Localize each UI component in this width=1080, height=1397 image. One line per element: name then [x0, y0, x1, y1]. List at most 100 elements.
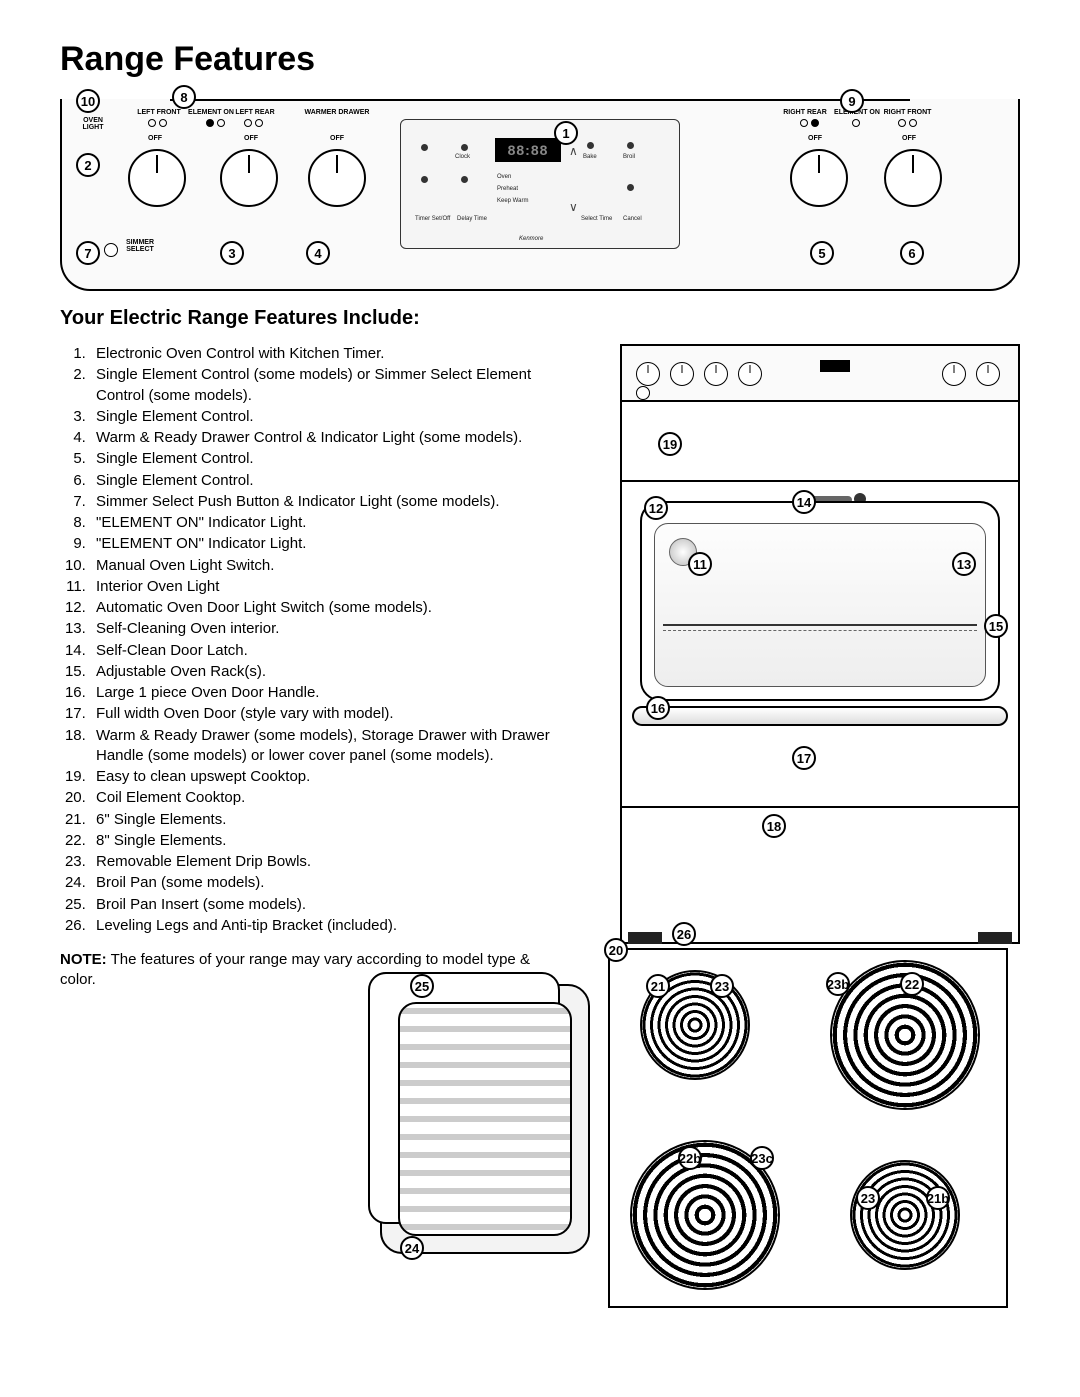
simmer-button: [104, 243, 118, 257]
callout-23c: 23c: [750, 1146, 774, 1170]
feature-item: Self-Clean Door Latch.: [90, 641, 560, 661]
btn-oven: Oven: [497, 174, 511, 180]
callout-6: 6: [900, 241, 924, 265]
feature-item: Broil Pan Insert (some models).: [90, 895, 560, 915]
feature-item: Removable Element Drip Bowls.: [90, 852, 560, 872]
callout-3: 3: [220, 241, 244, 265]
page: Range Features 8 10 9 1 2 7 3 4 5 6 LEFT…: [0, 0, 1080, 1077]
feature-item: Single Element Control.: [90, 407, 560, 427]
indicator-rf: [898, 119, 917, 127]
dot-5: [587, 142, 594, 149]
btn-timer: Timer Set/Off: [415, 216, 450, 222]
callout-17: 17: [792, 746, 816, 770]
callout-22a: 22: [900, 972, 924, 996]
callout-12: 12: [644, 496, 668, 520]
dot-7: [627, 184, 634, 191]
subtitle: Your Electric Range Features Include:: [60, 307, 1020, 330]
callout-1: 1: [554, 121, 578, 145]
label-left-rear: LEFT REAR: [230, 109, 280, 116]
center-display: 88:88 Clock Timer Set/Off Delay Time Bak…: [400, 119, 680, 249]
feature-item: Adjustable Oven Rack(s).: [90, 662, 560, 682]
feature-item: Large 1 piece Oven Door Handle.: [90, 683, 560, 703]
mini-panel: [622, 346, 1018, 402]
door-lower: [622, 730, 1018, 806]
label-right-front: RIGHT FRONT: [880, 109, 935, 116]
mini-knob: [976, 362, 1000, 386]
callout-21b: 21b: [926, 1186, 950, 1210]
callout-5: 5: [810, 241, 834, 265]
feature-item: "ELEMENT ON" Indicator Light.: [90, 534, 560, 554]
oven-glass: [654, 523, 986, 687]
callout-8: 8: [172, 85, 196, 109]
callout-9: 9: [840, 89, 864, 113]
right-diagrams: 19 12 14 11 13 15 16 17 18 26 20 21 23: [590, 344, 1020, 944]
feature-item: Broil Pan (some models).: [90, 873, 560, 893]
label-element-on-l: ELEMENT ON: [186, 109, 236, 116]
oven-rack: [663, 624, 977, 626]
feature-item: Simmer Select Push Button & Indicator Li…: [90, 492, 560, 512]
btn-clock: Clock: [455, 154, 470, 160]
callout-25: 25: [410, 974, 434, 998]
callout-7: 7: [76, 241, 100, 265]
dot-4: [461, 176, 468, 183]
page-title: Range Features: [60, 40, 1020, 79]
door-handle: [632, 706, 1008, 726]
dot-3: [421, 176, 428, 183]
callout-23a: 23: [710, 974, 734, 998]
callout-22b: 22b: [678, 1146, 702, 1170]
knob-left-front: [128, 149, 186, 207]
callout-15: 15: [984, 614, 1008, 638]
label-off-3: OFF: [330, 135, 344, 142]
btn-preheat: Preheat: [497, 186, 518, 192]
feature-item: Single Element Control (some models) or …: [90, 365, 560, 406]
callout-4: 4: [306, 241, 330, 265]
label-left-front: LEFT FRONT: [134, 109, 184, 116]
feature-item: Automatic Oven Door Light Switch (some m…: [90, 598, 560, 618]
knob-right-rear: [790, 149, 848, 207]
btn-bake: Bake: [583, 154, 597, 160]
indicator-lf: [148, 119, 167, 127]
mini-knob: [636, 362, 660, 386]
callout-11: 11: [688, 552, 712, 576]
label-off-2: OFF: [244, 135, 258, 142]
feature-item: Self-Cleaning Oven interior.: [90, 619, 560, 639]
arrow-up-icon: ∧: [569, 144, 583, 158]
feature-item: Single Element Control.: [90, 449, 560, 469]
label-oven-light: OVEN LIGHT: [78, 117, 108, 131]
btn-select: Select Time: [581, 216, 612, 222]
btn-delay: Delay Time: [457, 216, 487, 222]
callout-26: 26: [672, 922, 696, 946]
feature-item: "ELEMENT ON" Indicator Light.: [90, 513, 560, 533]
knob-right-front: [884, 149, 942, 207]
coil-br: [850, 1160, 960, 1270]
feature-list: Electronic Oven Control with Kitchen Tim…: [60, 344, 560, 1006]
callout-14: 14: [792, 490, 816, 514]
mini-simmer: [636, 386, 650, 400]
mini-knob: [942, 362, 966, 386]
feature-item: 6" Single Elements.: [90, 810, 560, 830]
label-off-1: OFF: [148, 135, 162, 142]
dot-2: [461, 144, 468, 151]
mini-knob: [670, 362, 694, 386]
panel-top-line: [170, 99, 910, 101]
range-body-diagram: 19 12 14 11 13 15 16 17 18 26: [620, 344, 1020, 944]
dot-6: [627, 142, 634, 149]
feature-item: Single Element Control.: [90, 471, 560, 491]
feature-item: Leveling Legs and Anti-tip Bracket (incl…: [90, 916, 560, 936]
callout-23b: 23b: [826, 972, 850, 996]
feature-item: Electronic Oven Control with Kitchen Tim…: [90, 344, 560, 364]
callout-16: 16: [646, 696, 670, 720]
indicator-lr: [244, 119, 263, 127]
oven-window: [640, 501, 1000, 701]
feature-item: Easy to clean upswept Cooktop.: [90, 767, 560, 787]
lcd-display: 88:88: [495, 138, 561, 162]
oven-rack-detail: [663, 630, 977, 631]
callout-24: 24: [400, 1236, 424, 1260]
leg-right: [978, 932, 1012, 944]
cooktop-diagram: 20 21 23 23b 22 22b 23c 23 21b: [608, 948, 1008, 1308]
indicator-eol: [206, 119, 225, 127]
broil-pan-diagram: 25 24: [380, 984, 590, 1254]
feature-item: Full width Oven Door (style vary with mo…: [90, 704, 560, 724]
note-bold: NOTE:: [60, 951, 107, 968]
btn-keepwarm: Keep Warm: [497, 198, 528, 204]
